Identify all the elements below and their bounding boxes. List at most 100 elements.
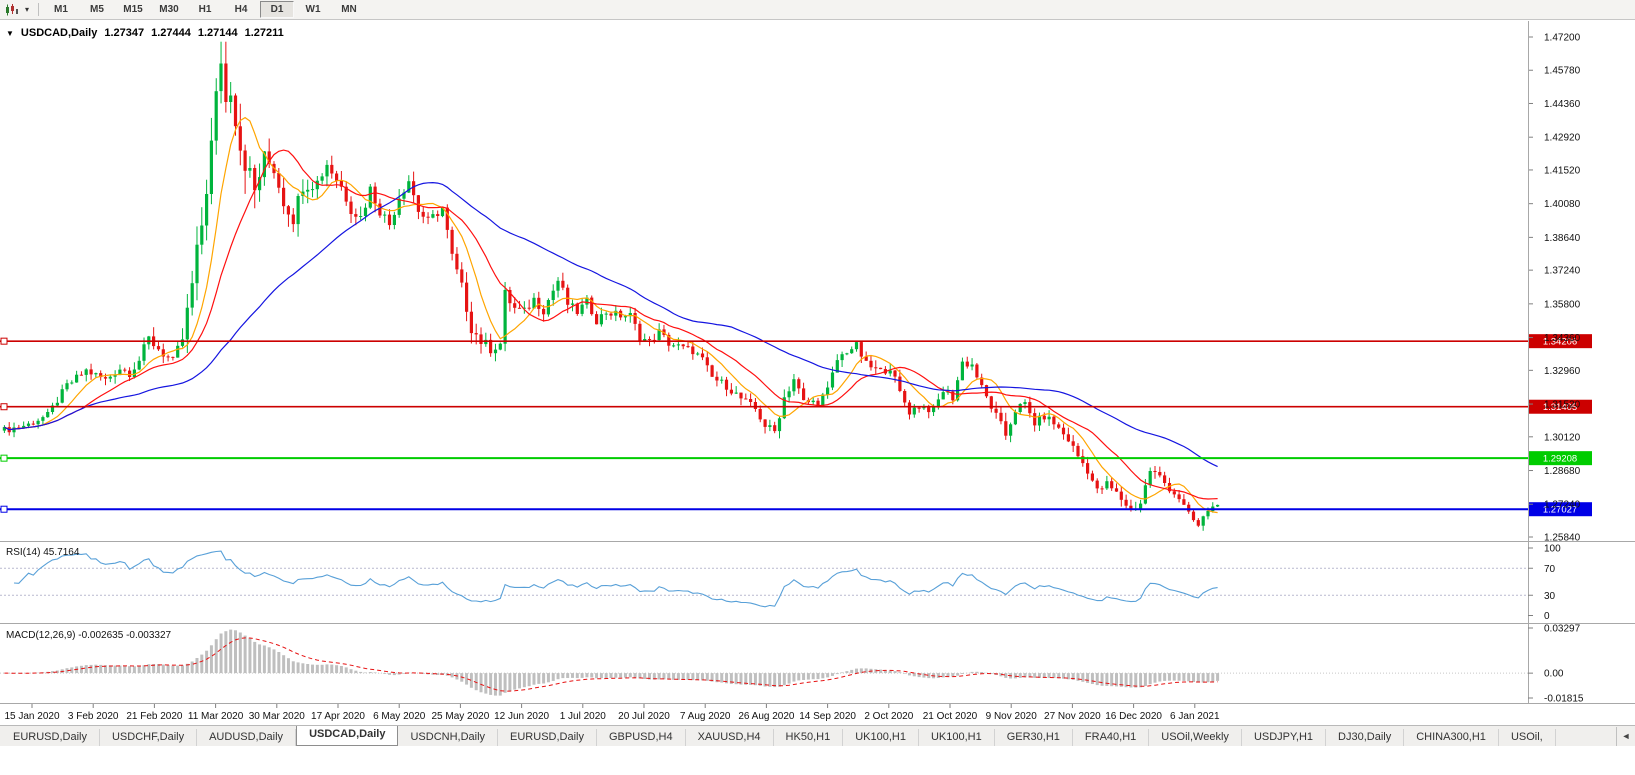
price-line-badge[interactable] (1528, 502, 1592, 517)
candle-body (219, 63, 223, 92)
candle (315, 176, 319, 200)
toolbar-separator (38, 3, 39, 16)
candle-body (893, 370, 897, 377)
tab-USDCNH-Daily[interactable]: USDCNH,Daily (398, 729, 499, 746)
price-line-badge[interactable] (1528, 334, 1592, 349)
candle-body (989, 396, 993, 409)
price-line-badge[interactable] (1528, 399, 1592, 414)
candle (667, 332, 671, 352)
candle-body (474, 333, 478, 335)
timeframe-button-MN[interactable]: MN (341, 4, 357, 15)
candle-body (368, 186, 372, 208)
candle-body (238, 126, 242, 151)
candle-body (243, 150, 247, 171)
candle-body (99, 373, 103, 378)
rsi-label: RSI(14) 45.7164 (6, 547, 80, 558)
date-axis-label: 11 Mar 2020 (188, 711, 244, 722)
candle-body (907, 402, 912, 415)
price-chart-canvas[interactable]: 1.34206 1.31405 1.29208 1.27027 1.47200 1.457… (0, 21, 1635, 725)
timeframe-button-M30[interactable]: M30 (159, 4, 179, 15)
candle-body (89, 369, 93, 375)
candle-body (927, 406, 931, 413)
timeframe-button-H1[interactable]: H1 (198, 4, 212, 15)
tab-UK100-H1[interactable]: UK100,H1 (919, 729, 995, 746)
date-axis-label: 16 Dec 2020 (1105, 711, 1162, 722)
timeframe-button-M1[interactable]: M1 (54, 4, 68, 15)
candle-body (50, 405, 55, 412)
tab-USDCAD-Daily[interactable]: USDCAD,Daily (296, 726, 399, 746)
candle-body (166, 356, 170, 358)
tab-UK100-H1[interactable]: UK100,H1 (843, 729, 919, 746)
price-axis-label: 1.31520 (1544, 400, 1581, 411)
candle-body (753, 402, 757, 409)
chart-region[interactable]: ▼ USDCAD,Daily 1.27347 1.27444 1.27144 1… (0, 21, 1635, 725)
price-line-badge[interactable] (1528, 451, 1592, 466)
date-axis-label: 21 Oct 2020 (923, 711, 978, 722)
timeframe-button-W1[interactable]: W1 (305, 4, 321, 15)
candle-body (132, 369, 136, 377)
candle-body (1052, 416, 1056, 425)
candle-body (965, 361, 969, 367)
tab-CHINA300-H1[interactable]: CHINA300,H1 (1404, 729, 1499, 746)
candle-body (749, 399, 753, 402)
price-axis-label: 1.28680 (1544, 466, 1581, 477)
candle-body (1004, 421, 1008, 436)
candle-body (1196, 520, 1200, 526)
candle (777, 416, 782, 439)
timeframe-button-D1[interactable]: D1 (260, 1, 294, 18)
candle-body (479, 334, 483, 344)
macd-axis-label: 0.00 (1544, 669, 1564, 680)
tab-FRA40-H1[interactable]: FRA40,H1 (1073, 729, 1150, 746)
tab-EURUSD-Daily[interactable]: EURUSD,Daily (498, 729, 597, 746)
candle (729, 383, 733, 396)
chart-icon[interactable] (3, 2, 21, 18)
candle-body (31, 423, 35, 425)
candle-body (1066, 434, 1070, 442)
candle-body (282, 187, 286, 207)
candle-body (980, 377, 984, 386)
symbol-marker-icon[interactable]: ▼ (6, 28, 14, 38)
tab-GBPUSD-H4[interactable]: GBPUSD,H4 (597, 729, 686, 746)
candle (291, 208, 295, 233)
candle (416, 195, 420, 220)
tab-EURUSD-Daily[interactable]: EURUSD,Daily (1, 729, 100, 746)
candle-body (330, 164, 334, 174)
candle (869, 355, 873, 371)
candle-body (850, 349, 854, 354)
tab-USDJPY-H1[interactable]: USDJPY,H1 (1242, 729, 1327, 746)
tab-XAUUSD-H4[interactable]: XAUUSD,H4 (686, 729, 774, 746)
line-drag-handle[interactable] (0, 337, 8, 345)
line-drag-handle[interactable] (0, 505, 8, 513)
candle-body (493, 349, 498, 354)
line-drag-handle[interactable] (0, 403, 8, 411)
timeframe-button-M15[interactable]: M15 (123, 4, 143, 15)
tab-AUDUSD-Daily[interactable]: AUDUSD,Daily (197, 729, 297, 746)
tab-USOil-Weekly[interactable]: USOil,Weekly (1149, 729, 1242, 746)
line-drag-handle[interactable] (0, 454, 8, 462)
candle (893, 369, 897, 383)
candle (373, 182, 377, 213)
candle (46, 408, 50, 418)
candle-body (551, 290, 555, 300)
tab-USOil-[interactable]: USOil, (1499, 729, 1556, 746)
macd-signal-line (4, 637, 1218, 692)
price-line-badge-label: 1.34206 (1543, 337, 1577, 348)
candle (123, 367, 127, 373)
tab-HK50-H1[interactable]: HK50,H1 (774, 729, 844, 746)
chart-type-dropdown-caret-icon[interactable]: ▾ (24, 5, 29, 14)
tab-USDCHF-Daily[interactable]: USDCHF,Daily (100, 729, 198, 746)
candle-body (209, 140, 213, 194)
price-axis-label: 1.41520 (1544, 165, 1581, 176)
tab-GER30-H1[interactable]: GER30,H1 (995, 729, 1073, 746)
candle-body (469, 311, 473, 334)
timeframe-button-H4[interactable]: H4 (234, 4, 248, 15)
tab-scroll-left-button[interactable]: ◄ (1616, 727, 1635, 746)
candle (1119, 486, 1123, 507)
tab-DJ30-Daily[interactable]: DJ30,Daily (1326, 729, 1405, 746)
candle (715, 371, 719, 387)
candle-body (315, 180, 319, 190)
candle-body (190, 283, 194, 308)
timeframe-button-M5[interactable]: M5 (90, 4, 104, 15)
periodicity-toolbar: ▾ M1 M5 M15 M30 H1 H4 D1 W1 MN (0, 0, 1635, 20)
candle (835, 354, 839, 373)
